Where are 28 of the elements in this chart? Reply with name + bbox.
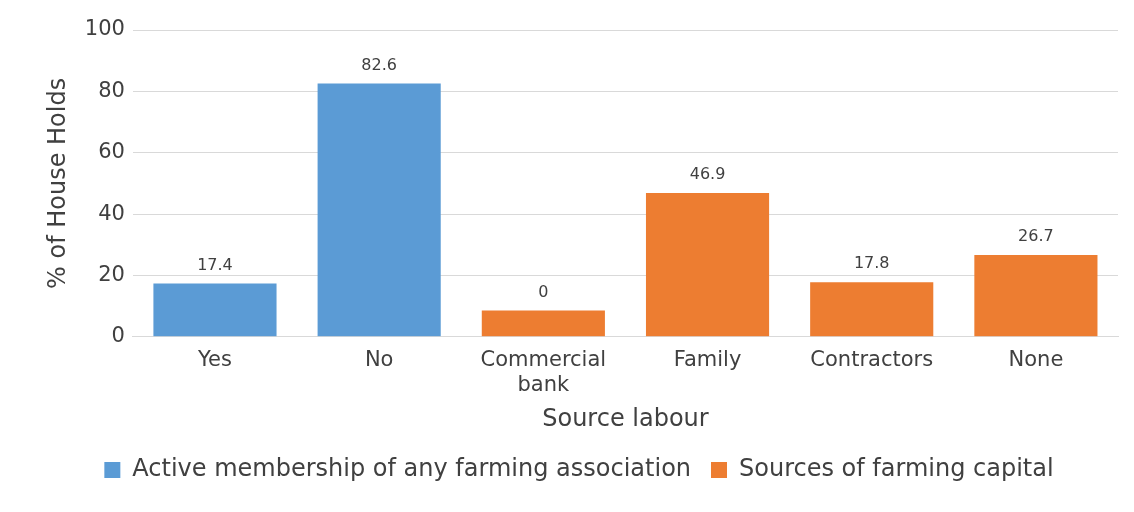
y-tick-label: 60 bbox=[98, 139, 125, 164]
bar bbox=[481, 310, 605, 337]
x-tick-label: Contractors bbox=[810, 346, 934, 371]
y-tick-label: 20 bbox=[98, 261, 125, 286]
bar bbox=[317, 83, 441, 337]
x-tick-label: Family bbox=[673, 346, 742, 371]
x-tick-label: Commercial bank bbox=[480, 346, 607, 397]
x-axis-title: Source labour bbox=[542, 403, 709, 432]
data-label: 82.6 bbox=[361, 54, 397, 74]
y-tick-label: 80 bbox=[98, 77, 125, 102]
y-tick-label: 40 bbox=[98, 200, 125, 225]
bar bbox=[645, 192, 770, 337]
legend-label: Active membership of any farming association bbox=[132, 454, 692, 483]
x-tick-label: Yes bbox=[197, 346, 232, 371]
bar bbox=[974, 254, 1098, 337]
legend-label: Sources of farming capital bbox=[739, 454, 1054, 483]
data-label: 17.8 bbox=[853, 253, 890, 273]
y-axis-title: % of House Holds bbox=[42, 77, 71, 289]
x-tick-label: None bbox=[1008, 346, 1064, 371]
y-tick-label: 100 bbox=[84, 16, 125, 41]
bar bbox=[153, 283, 277, 337]
y-tick-label: 0 bbox=[111, 323, 125, 348]
bar bbox=[810, 282, 934, 337]
data-label: 26.7 bbox=[1018, 226, 1054, 246]
x-tick-label: No bbox=[364, 346, 394, 371]
annotation: 0 bbox=[538, 281, 549, 301]
data-label: 46.9 bbox=[689, 164, 726, 184]
data-label: 17.4 bbox=[197, 254, 233, 274]
